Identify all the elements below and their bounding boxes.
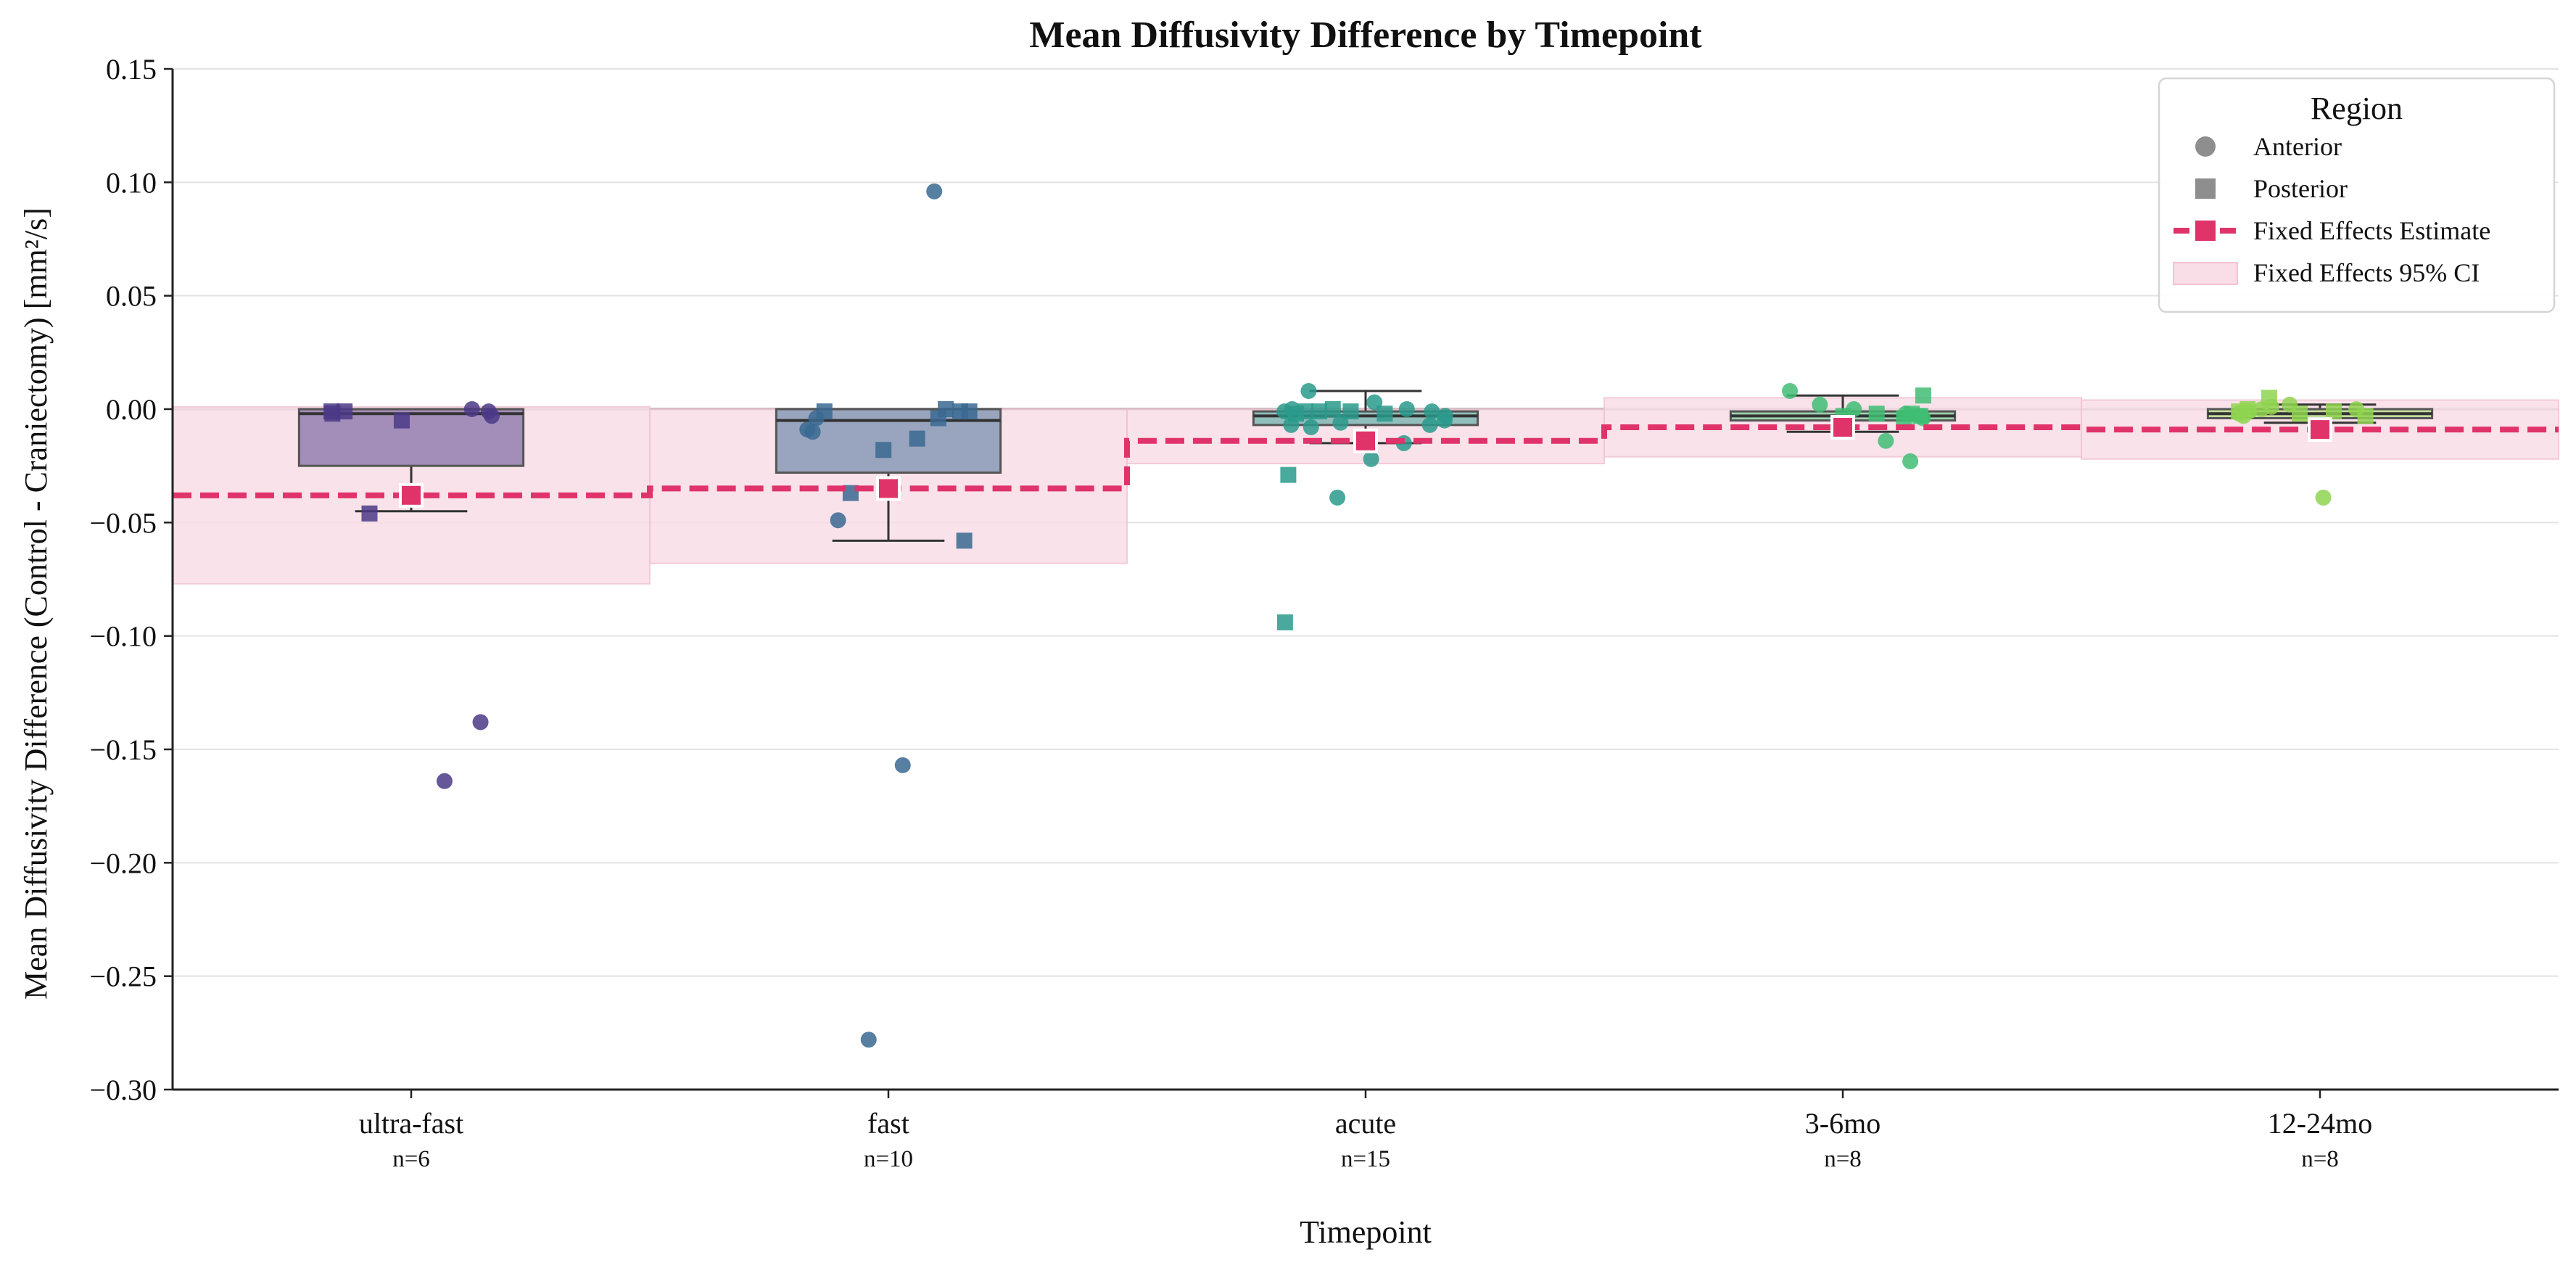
point-anterior xyxy=(830,512,846,529)
y-tick-label: 0.00 xyxy=(106,393,157,426)
legend-item-label: Fixed Effects Estimate xyxy=(2253,216,2490,245)
point-posterior xyxy=(956,532,973,549)
point-posterior xyxy=(2291,406,2308,422)
legend-estimate-marker xyxy=(2195,221,2216,241)
point-anterior xyxy=(1398,401,1415,417)
point-anterior xyxy=(1437,408,1453,424)
point-anterior xyxy=(1878,432,1894,449)
y-tick-label: −0.10 xyxy=(89,620,157,653)
fixed-effects-marker xyxy=(399,482,424,508)
point-posterior xyxy=(1311,403,1328,420)
point-posterior xyxy=(1376,406,1393,422)
fixed-effects-marker xyxy=(1353,428,1378,453)
n-label: n=10 xyxy=(864,1146,913,1172)
point-posterior xyxy=(951,403,968,420)
point-posterior xyxy=(393,412,410,429)
fixed-effects-marker xyxy=(2308,417,2332,443)
point-anterior xyxy=(463,401,480,417)
y-tick-label: −0.05 xyxy=(89,506,157,539)
legend-item-label: Anterior xyxy=(2253,132,2342,161)
y-tick-label: 0.10 xyxy=(106,166,157,199)
y-tick-label: −0.15 xyxy=(89,733,157,766)
point-anterior xyxy=(1902,453,1919,469)
point-posterior xyxy=(1342,403,1359,420)
legend: Region Anterior Posterior Fixed Effects Est… xyxy=(2158,77,2556,313)
point-posterior xyxy=(1297,403,1313,420)
x-tick-label: acute xyxy=(1335,1107,1396,1140)
point-anterior xyxy=(1812,396,1828,413)
point-posterior xyxy=(1276,614,1293,630)
point-posterior xyxy=(1915,387,1931,404)
point-posterior xyxy=(361,505,378,522)
point-anterior xyxy=(1424,403,1440,420)
point-posterior xyxy=(930,410,946,427)
chart-title: Mean Diffusivity Difference by Timepoint xyxy=(1029,15,1702,56)
points-layer xyxy=(323,183,2374,1048)
point-anterior xyxy=(804,424,821,440)
x-axis-label: Timepoint xyxy=(1300,1214,1432,1250)
x-tick-label: 12-24mo xyxy=(2268,1107,2372,1140)
axes-layer: 0.15 0.10 0.05 0.00 −0.05 −0.10 −0.15 −0.20 −0.2… xyxy=(89,53,2559,1172)
point-anterior xyxy=(1363,450,1379,467)
point-posterior xyxy=(842,485,859,501)
point-anterior xyxy=(472,714,489,730)
legend-box xyxy=(2158,77,2556,313)
point-posterior xyxy=(2261,390,2277,406)
point-anterior xyxy=(436,773,453,789)
point-anterior xyxy=(1421,416,1438,433)
n-label: n=15 xyxy=(1341,1146,1390,1172)
n-label: n=6 xyxy=(392,1146,430,1172)
point-anterior xyxy=(2315,489,2332,506)
point-anterior xyxy=(926,183,943,199)
legend-item-label: Fixed Effects 95% CI xyxy=(2253,258,2480,287)
point-anterior xyxy=(860,1032,877,1048)
n-label: n=8 xyxy=(1824,1146,1862,1172)
legend-item-label: Posterior xyxy=(2253,174,2348,203)
fixed-effects-marker xyxy=(1830,415,1855,440)
point-anterior xyxy=(1303,419,1319,436)
fixed-effects-marker xyxy=(876,476,901,501)
x-tick-label: 3-6mo xyxy=(1805,1107,1881,1140)
y-tick-label: −0.20 xyxy=(89,847,157,879)
point-anterior xyxy=(1300,382,1317,399)
x-tick-label: fast xyxy=(867,1107,909,1140)
point-posterior xyxy=(1904,406,1920,422)
x-tick-label: ultra-fast xyxy=(359,1107,463,1140)
point-posterior xyxy=(2357,408,2374,424)
point-posterior xyxy=(2231,403,2247,420)
point-anterior xyxy=(894,757,911,773)
point-anterior xyxy=(1782,382,1799,399)
point-posterior xyxy=(1868,406,1885,422)
legend-anterior-symbol xyxy=(2195,136,2216,157)
point-posterior xyxy=(324,406,341,422)
point-anterior xyxy=(1329,489,1346,506)
y-tick-label: 0.15 xyxy=(106,53,157,86)
y-axis-label: Mean Diffusivity Difference (Control - C… xyxy=(18,207,54,1000)
point-posterior xyxy=(909,430,925,447)
y-tick-label: 0.05 xyxy=(106,280,157,313)
point-posterior xyxy=(2325,403,2342,420)
legend-ci-symbol xyxy=(2173,262,2238,285)
y-tick-label: −0.25 xyxy=(89,960,157,993)
point-posterior xyxy=(337,403,353,420)
estimate-layer xyxy=(173,415,2559,508)
legend-title: Region xyxy=(2311,91,2403,126)
point-anterior xyxy=(484,408,500,424)
point-posterior xyxy=(875,442,892,458)
n-label: n=8 xyxy=(2301,1146,2339,1172)
point-posterior xyxy=(1324,401,1341,417)
point-posterior xyxy=(816,403,833,420)
legend-posterior-symbol xyxy=(2195,178,2216,199)
y-tick-label: −0.30 xyxy=(89,1074,157,1106)
point-posterior xyxy=(1280,466,1297,483)
